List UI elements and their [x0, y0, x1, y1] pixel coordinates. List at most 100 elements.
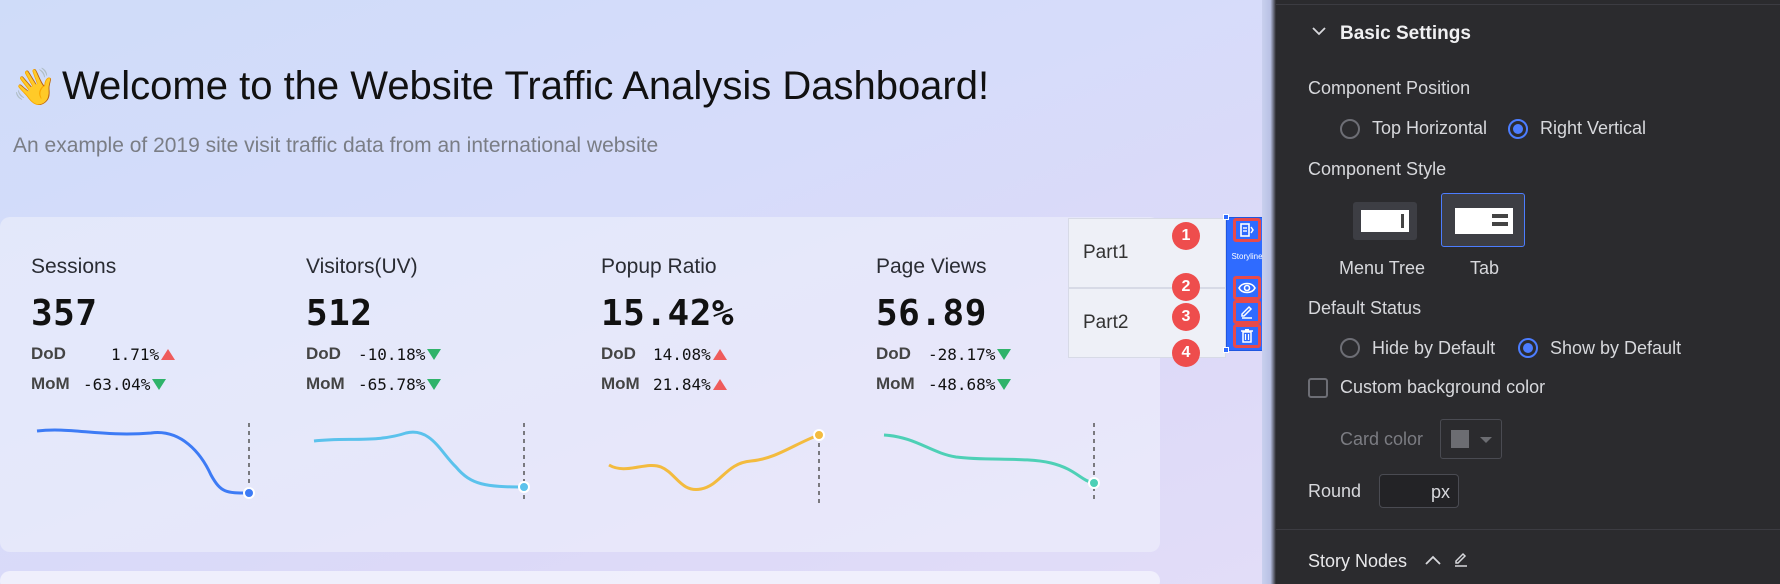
style-option-menu-tree[interactable] — [1353, 202, 1417, 240]
section-collapse-toggle[interactable] — [1312, 22, 1326, 40]
dashboard-subtitle: An example of 2019 site visit traffic da… — [13, 134, 659, 157]
sparkline-page-views — [883, 423, 1100, 503]
eye-icon[interactable] — [1233, 276, 1261, 300]
sparkline-sessions — [36, 423, 255, 499]
divider — [1276, 529, 1780, 530]
mom-label: MoM — [306, 374, 345, 393]
mom-label: MoM — [876, 374, 915, 393]
resize-handle[interactable] — [1223, 214, 1229, 220]
storyline-bar-label: Storyline — [1231, 252, 1262, 261]
dod-label: DoD — [601, 344, 636, 363]
chevron-down-icon — [1312, 27, 1326, 36]
kpi-value: 357 — [31, 293, 98, 334]
resize-handle[interactable] — [1223, 347, 1229, 353]
section-title: Basic Settings — [1340, 23, 1471, 44]
storyline-icon[interactable] — [1233, 218, 1261, 242]
mom-value: 21.84% — [653, 374, 711, 394]
storyline-tab-label: Part1 — [1083, 242, 1129, 263]
trend-up-icon — [712, 348, 727, 360]
style-label-tab[interactable]: Tab — [1470, 258, 1500, 278]
style-option-tab[interactable] — [1441, 193, 1525, 247]
kpi-label: Visitors(UV) — [306, 255, 418, 278]
divider — [1276, 4, 1780, 5]
trend-down-icon — [152, 378, 167, 390]
dod-value: -10.18% — [358, 344, 426, 364]
dod-value: 14.08% — [653, 344, 711, 364]
trash-icon[interactable] — [1233, 324, 1261, 348]
next-panel-strip[interactable] — [0, 571, 1160, 584]
radio-label-hide-by-default[interactable]: Hide by Default — [1372, 338, 1496, 358]
kpi-mom-row: MoM -48.68% — [876, 374, 1126, 394]
kpi-card-page-views[interactable]: Page Views 56.89 DoD -28.17% MoM -48.68% — [876, 255, 1126, 525]
dashboard-title: 👋 Welcome to the Website Traffic Analysi… — [12, 64, 989, 109]
storyline-tab-label: Part2 — [1083, 312, 1129, 333]
callout-badge-3: 3 — [1172, 303, 1200, 331]
sparkline-popup-ratio — [608, 429, 825, 503]
sparkline-end-point — [243, 487, 255, 499]
storyline-tab-part1[interactable]: Part1 — [1068, 218, 1226, 288]
mom-value: -63.04% — [83, 374, 151, 394]
menu-tree-thumbnail-icon — [1361, 210, 1409, 232]
kpi-card-sessions[interactable]: Sessions 357 DoD 1.71% MoM -63.04% — [31, 255, 281, 525]
radio-hide-by-default[interactable] — [1340, 338, 1360, 358]
card-color-picker[interactable] — [1440, 419, 1502, 459]
mom-value: -65.78% — [358, 374, 426, 394]
radio-right-vertical[interactable] — [1508, 119, 1528, 139]
dashboard-canvas: 👋 Welcome to the Website Traffic Analysi… — [0, 0, 1262, 584]
callout-badge-4: 4 — [1172, 339, 1200, 367]
dod-label: DoD — [31, 344, 66, 363]
radio-label-show-by-default[interactable]: Show by Default — [1550, 338, 1682, 358]
dod-label: DoD — [876, 344, 911, 363]
storyline-tab-part2[interactable]: Part2 — [1068, 288, 1226, 358]
sparkline-end-point — [813, 429, 825, 441]
mom-label: MoM — [31, 374, 70, 393]
kpi-mom-row: MoM -65.78% — [306, 374, 556, 394]
radio-show-by-default[interactable] — [1518, 338, 1538, 358]
status-label: Default Status — [1308, 298, 1422, 318]
edit-icon[interactable] — [1233, 300, 1261, 324]
kpi-card-popup-ratio[interactable]: Popup Ratio 15.42% DoD 14.08% MoM 21.84% — [601, 255, 851, 525]
kpi-value: 56.89 — [876, 293, 987, 334]
style-label-menu-tree[interactable]: Menu Tree — [1339, 258, 1426, 278]
round-input[interactable]: px — [1379, 474, 1459, 508]
chevron-up-icon[interactable] — [1424, 554, 1442, 566]
trend-up-icon — [712, 378, 727, 390]
callout-badge-1: 1 — [1172, 222, 1200, 250]
kpi-mom-row: MoM 21.84% — [601, 374, 851, 394]
edit-icon[interactable] — [1452, 550, 1470, 568]
dod-value: -28.17% — [928, 344, 996, 364]
kpi-dod-row: DoD -10.18% — [306, 344, 556, 364]
round-unit: px — [1430, 482, 1450, 502]
sparkline-end-point — [1088, 477, 1100, 489]
kpi-dod-row: DoD 14.08% — [601, 344, 851, 364]
dod-label: DoD — [306, 344, 341, 363]
sparkline-visitors — [313, 423, 530, 503]
kpi-value: 15.42% — [601, 293, 735, 334]
kpi-label: Sessions — [31, 255, 117, 278]
color-preview-swatch — [1451, 430, 1469, 448]
story-nodes-label: Story Nodes — [1308, 551, 1408, 571]
kpi-dod-row: DoD -28.17% — [876, 344, 1126, 364]
kpi-value: 512 — [306, 293, 373, 334]
round-label: Round — [1308, 481, 1362, 501]
kpi-panel[interactable] — [0, 217, 1160, 552]
custom-bg-label[interactable]: Custom background color — [1340, 377, 1546, 397]
dashboard-title-text: Welcome to the Website Traffic Analysis … — [62, 64, 990, 108]
position-label: Component Position — [1308, 78, 1471, 98]
sparkline-path — [883, 433, 1095, 485]
tab-thumbnail-icon — [1455, 208, 1513, 234]
kpi-card-visitors[interactable]: Visitors(UV) 512 DoD -10.18% MoM -65.78% — [306, 255, 556, 525]
card-color-label: Card color — [1340, 429, 1424, 449]
sparkline-end-point — [518, 481, 530, 493]
trend-down-icon — [997, 378, 1012, 390]
custom-bg-checkbox[interactable] — [1308, 378, 1328, 398]
radio-label-top-horizontal[interactable]: Top Horizontal — [1372, 118, 1488, 138]
canvas-scroll-edge — [1262, 0, 1276, 584]
radio-top-horizontal[interactable] — [1340, 119, 1360, 139]
sparkline-path — [608, 433, 820, 491]
radio-label-right-vertical[interactable]: Right Vertical — [1540, 118, 1647, 138]
dod-value: 1.71% — [111, 344, 160, 364]
kpi-label: Page Views — [876, 255, 987, 278]
trend-down-icon — [427, 378, 442, 390]
sparkline-path — [313, 430, 525, 489]
